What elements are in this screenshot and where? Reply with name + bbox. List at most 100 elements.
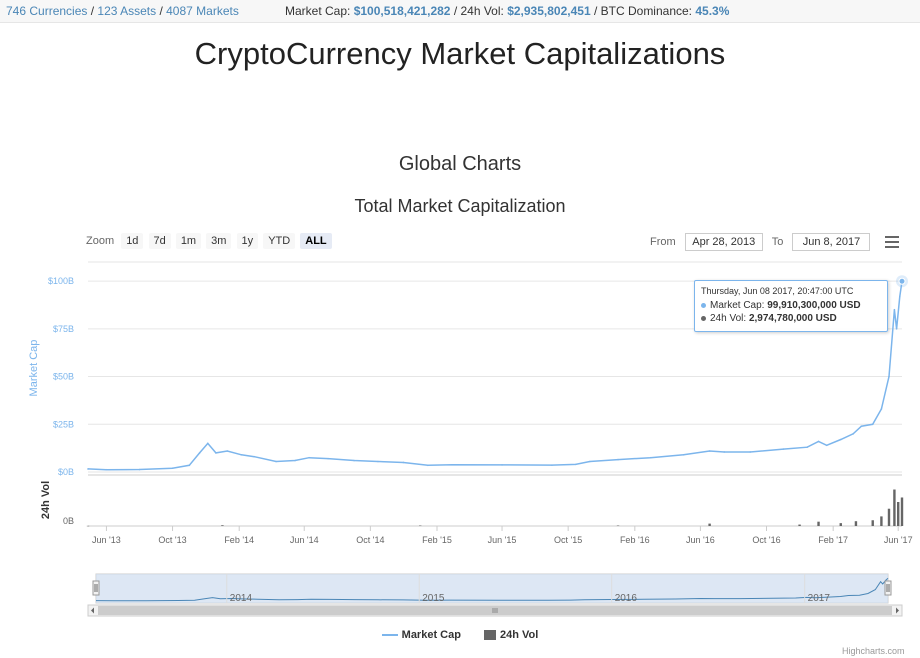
market-cap-point xyxy=(880,408,883,410)
section-title: Global Charts xyxy=(398,153,522,175)
volume-tick-label: 0B xyxy=(63,516,74,526)
legend-item-volume[interactable]: 24h Vol xyxy=(484,629,538,641)
market-cap-point xyxy=(589,460,591,463)
volume-bar xyxy=(871,520,874,526)
navigator-year-label: 2016 xyxy=(615,593,638,604)
menu-bar xyxy=(885,246,899,248)
market-cap-point xyxy=(501,464,503,466)
navigator-handle[interactable] xyxy=(884,580,892,596)
volume-value: $2,935,802,451 xyxy=(507,4,591,18)
dominance-value: 45.3% xyxy=(695,4,730,18)
market-cap-point xyxy=(308,456,310,459)
volume-series xyxy=(86,489,904,527)
volume-bar xyxy=(798,524,801,526)
market-cap-point xyxy=(240,454,243,456)
menu-bar xyxy=(885,241,899,243)
market-cap-point xyxy=(860,425,863,427)
x-tick-label: Feb '16 xyxy=(620,535,650,545)
market-cap-point xyxy=(871,423,874,426)
market-cap-point xyxy=(451,463,453,466)
market-cap-point xyxy=(377,460,379,463)
market-cap-point xyxy=(87,468,89,470)
to-date-input[interactable]: Jun 8, 2017 xyxy=(792,233,871,251)
market-cap-point xyxy=(852,433,855,435)
tooltip-date: Thursday, Jun 08 2017, 20:47:00 UTC xyxy=(701,286,854,296)
legend-item-market-cap[interactable]: Market Cap xyxy=(381,629,461,641)
tooltip-cap-value: 99,910,300,000 USD xyxy=(767,300,861,311)
separator: / xyxy=(593,4,601,18)
currencies-link[interactable]: 746 Currencies xyxy=(6,4,88,18)
volume-label: 24h Vol: xyxy=(460,4,504,18)
scroll-right-arrow-icon[interactable] xyxy=(896,607,899,614)
market-cap-point xyxy=(198,452,201,454)
y-tick-label: $75B xyxy=(53,324,74,334)
market-cap-point xyxy=(825,444,828,447)
chart-title: Total Market Capitalization xyxy=(354,196,566,216)
x-tick-label: Feb '14 xyxy=(224,535,254,545)
zoom-1y-button[interactable]: 1y xyxy=(236,233,259,249)
x-axis-ticks: Jun '13 Oct '13 Feb '14 Jun '14 Oct '14 Feb '… xyxy=(92,526,913,545)
market-cap-point xyxy=(138,468,141,471)
y-tick-label: $0B xyxy=(58,467,74,477)
volume-axis-label: 24h Vol xyxy=(40,481,52,519)
market-cap-point xyxy=(682,454,685,456)
navigator-year-label: 2015 xyxy=(422,593,445,604)
market-cap-point xyxy=(839,438,842,441)
markets-link[interactable]: 4087 Markets xyxy=(166,4,239,18)
market-cap-point xyxy=(749,451,752,453)
bar-swatch-icon xyxy=(484,630,497,641)
market-cap-point xyxy=(899,295,901,298)
x-tick-label: Jun '14 xyxy=(290,535,319,545)
market-cap-label: Market Cap: xyxy=(285,4,351,18)
menu-bar xyxy=(885,236,899,238)
market-cap-point xyxy=(574,463,577,466)
zoom-7d-button[interactable]: 7d xyxy=(148,233,171,249)
navigator-handle[interactable] xyxy=(92,580,100,596)
zoom-1d-button[interactable]: 1d xyxy=(121,233,144,249)
market-cap-point xyxy=(327,457,329,460)
zoom-all-button[interactable]: ALL xyxy=(300,233,332,249)
x-tick-label: Jun '17 xyxy=(884,535,913,545)
volume-bar xyxy=(897,502,900,526)
x-tick-label: Oct '15 xyxy=(554,535,582,545)
x-tick-label: Feb '15 xyxy=(422,535,452,545)
stats-bar-right: Market Cap: $100,518,421,282 / 24h Vol: … xyxy=(285,0,729,22)
stats-bar: 746 Currencies / 123 Assets / 4087 Marke… xyxy=(0,0,920,23)
volume-bar xyxy=(616,525,620,527)
assets-link[interactable]: 123 Assets xyxy=(97,4,157,18)
market-cap-point xyxy=(275,460,277,463)
market-cap-point xyxy=(253,455,256,458)
x-tick-label: Jun '13 xyxy=(92,535,121,545)
market-cap-point xyxy=(171,467,174,469)
market-cap-point xyxy=(294,459,296,462)
hamburger-menu-icon[interactable] xyxy=(885,236,899,248)
tooltip-vol-value: 2,974,780,000 USD xyxy=(748,313,837,324)
y-tick-label: $50B xyxy=(53,372,74,382)
volume-bar xyxy=(880,516,883,526)
chart-legend: Market Cap 24h Vol xyxy=(0,629,920,641)
zoom-1m-button[interactable]: 1m xyxy=(175,233,202,249)
to-label: To xyxy=(771,236,784,248)
market-cap-point xyxy=(649,456,652,459)
volume-bar xyxy=(419,525,422,527)
line-swatch-icon xyxy=(381,634,398,637)
zoom-3m-button[interactable]: 3m xyxy=(206,233,232,249)
volume-bar xyxy=(854,521,858,526)
zoom-label: Zoom xyxy=(86,235,115,247)
highcharts-credit[interactable]: Highcharts.com xyxy=(842,646,905,656)
x-tick-label: Oct '16 xyxy=(752,535,780,545)
from-date-input[interactable]: Apr 28, 2013 xyxy=(684,233,763,251)
series-dot-icon xyxy=(701,315,706,321)
market-cap-point xyxy=(188,464,191,467)
navigator-year-label: 2017 xyxy=(808,593,831,604)
market-cap-point xyxy=(708,450,711,452)
market-cap-point xyxy=(806,446,808,448)
zoom-ytd-button[interactable]: YTD xyxy=(263,233,296,249)
volume-bar xyxy=(221,525,224,526)
x-tick-label: Jun '16 xyxy=(686,535,715,545)
y-tick-label: $100B xyxy=(48,276,74,286)
scroll-left-arrow-icon[interactable] xyxy=(91,607,94,614)
volume-bar xyxy=(817,521,820,526)
y-axis-label: Market Cap xyxy=(28,340,40,397)
navigator-series xyxy=(95,577,889,602)
